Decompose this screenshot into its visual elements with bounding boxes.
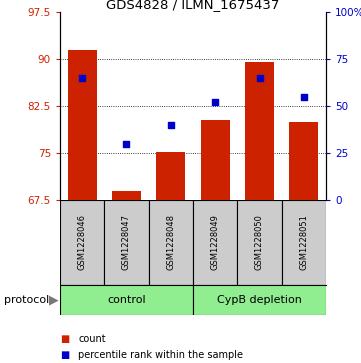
Text: ■: ■ [60,334,69,344]
Point [168,122,174,128]
Bar [68,50,97,200]
Point [212,99,218,105]
Bar [112,191,141,200]
Bar [149,200,193,285]
Text: GSM1228048: GSM1228048 [166,215,175,270]
Text: control: control [107,295,146,305]
Bar [156,152,185,200]
Text: ▶: ▶ [49,294,58,306]
Bar [60,200,104,285]
Point [79,75,85,81]
Text: ■: ■ [60,350,69,360]
Bar [104,200,149,285]
Text: GSM1228046: GSM1228046 [78,215,87,270]
Text: CypB depletion: CypB depletion [217,295,302,305]
Bar [245,62,274,200]
Bar [193,200,237,285]
Text: GSM1228051: GSM1228051 [299,215,308,270]
Point [123,141,129,147]
Text: count: count [78,334,106,344]
Text: GSM1228050: GSM1228050 [255,215,264,270]
Text: percentile rank within the sample: percentile rank within the sample [78,350,243,360]
Point [301,94,307,99]
Bar [201,121,230,200]
Text: protocol: protocol [4,295,49,305]
Bar [193,285,326,315]
Bar [282,200,326,285]
Bar [60,285,193,315]
Text: GSM1228049: GSM1228049 [211,215,219,270]
Text: GSM1228047: GSM1228047 [122,215,131,270]
Bar [237,200,282,285]
Title: GDS4828 / ILMN_1675437: GDS4828 / ILMN_1675437 [106,0,280,11]
Point [257,75,262,81]
Bar [290,122,318,200]
